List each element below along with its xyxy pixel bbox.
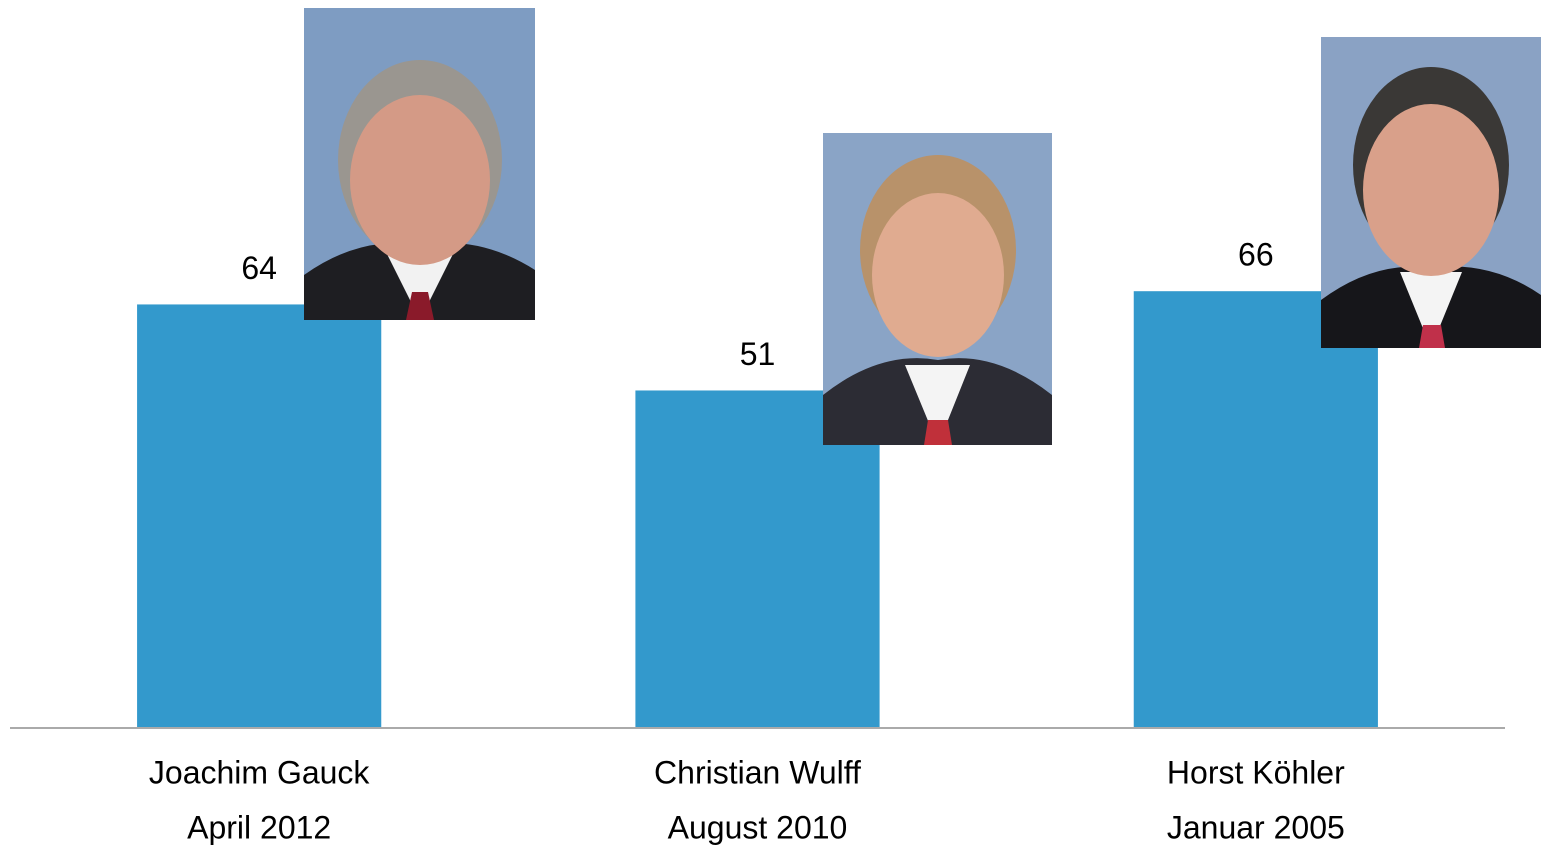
x-tick-label: Januar 2005 — [1167, 809, 1345, 845]
bar — [137, 304, 382, 728]
x-tick-label: April 2012 — [187, 809, 331, 845]
value-label: 66 — [1238, 237, 1274, 273]
photo — [304, 8, 535, 320]
photo — [823, 133, 1052, 445]
value-label: 51 — [740, 336, 776, 372]
value-label: 64 — [241, 250, 277, 286]
bar — [1133, 291, 1378, 728]
x-tick-label: Christian Wulff — [654, 754, 861, 790]
x-tick-label: August 2010 — [668, 809, 848, 845]
photo — [1321, 37, 1541, 348]
x-tick-label: Horst Köhler — [1167, 754, 1345, 790]
bar — [635, 390, 880, 728]
x-tick-label: Joachim Gauck — [149, 754, 371, 790]
